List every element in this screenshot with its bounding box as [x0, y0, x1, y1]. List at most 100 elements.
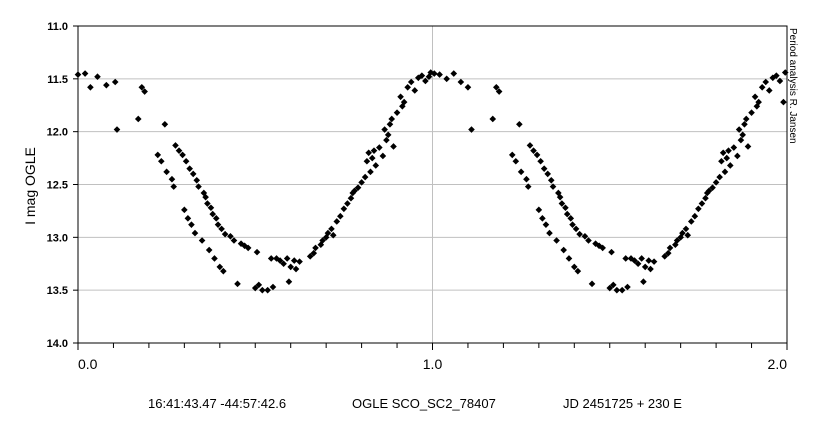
data-point [418, 72, 426, 79]
data-point [134, 115, 142, 123]
data-point [361, 173, 369, 181]
data-point [347, 194, 355, 202]
data-points [74, 69, 789, 294]
data-point [741, 120, 748, 128]
data-point [376, 144, 383, 151]
data-point [698, 200, 706, 207]
data-point [253, 248, 261, 256]
data-point [193, 176, 201, 184]
x-tick-label: 1.0 [423, 356, 443, 372]
data-point [354, 184, 362, 191]
data-point [388, 115, 396, 123]
data-point [400, 98, 408, 106]
data-point [94, 73, 101, 81]
data-point [422, 77, 429, 85]
data-point [679, 229, 686, 237]
y-tick-label: 11.5 [47, 74, 68, 86]
x-tick-labels: 0.0 1.0 2.0 [78, 356, 787, 372]
data-point [563, 210, 571, 218]
data-point [773, 72, 780, 79]
data-point [358, 179, 365, 186]
data-point [721, 168, 729, 176]
data-point [244, 244, 252, 252]
data-point [285, 278, 293, 286]
data-point [163, 168, 170, 176]
data-point [87, 83, 94, 91]
data-point [337, 212, 344, 220]
data-point [251, 284, 259, 292]
data-point [216, 263, 224, 271]
data-point [319, 237, 326, 244]
data-point [622, 255, 630, 262]
x-tick-label: 2.0 [768, 356, 788, 372]
data-point [181, 206, 188, 214]
data-point [436, 71, 443, 78]
data-point [349, 189, 357, 197]
data-point [397, 93, 404, 101]
data-point [168, 175, 176, 183]
data-point [572, 225, 580, 233]
data-point [296, 258, 303, 265]
data-point [553, 237, 560, 244]
data-point [154, 151, 162, 159]
data-point [103, 81, 110, 89]
data-point [74, 71, 82, 78]
data-point [425, 73, 433, 81]
data-point [691, 212, 699, 220]
data-point [464, 83, 472, 91]
data-point [744, 143, 752, 150]
data-point [517, 168, 525, 176]
data-point [560, 246, 567, 254]
data-point [546, 229, 553, 237]
data-point [328, 225, 335, 233]
data-point [609, 281, 617, 289]
data-point [574, 267, 582, 275]
data-point [390, 143, 397, 150]
data-point [393, 109, 401, 116]
data-point [276, 257, 284, 264]
data-point [81, 70, 89, 77]
data-point [195, 183, 202, 190]
data-point [537, 157, 544, 165]
data-point [186, 165, 193, 172]
data-point [322, 234, 330, 241]
data-point [755, 98, 762, 106]
data-point [661, 253, 668, 260]
data-point [381, 126, 388, 133]
data-point [581, 232, 589, 240]
data-point [493, 83, 500, 91]
data-point [457, 78, 465, 86]
data-point [751, 93, 759, 101]
data-point [495, 88, 503, 95]
grid-lines [78, 26, 787, 343]
data-point [526, 142, 534, 149]
data-point [370, 147, 378, 154]
data-point [198, 237, 206, 244]
data-point [161, 120, 169, 128]
data-point [780, 98, 787, 106]
data-point [191, 229, 199, 237]
data-point [489, 115, 497, 123]
data-point [310, 249, 318, 257]
data-point [306, 253, 314, 260]
y-tick-label: 13.0 [47, 232, 68, 244]
data-point [280, 260, 287, 268]
data-point [641, 263, 649, 271]
footer-ephemeris: JD 2451725 + 230 E [563, 396, 682, 411]
data-point [624, 283, 631, 291]
data-point [718, 157, 725, 165]
footer-coordinates: 16:41:43.47 -44:57:42.6 [148, 396, 287, 411]
data-point [549, 183, 557, 190]
y-tick-labels: 11.0 11.5 12.0 12.5 13.0 13.5 14.0 [47, 21, 68, 350]
data-point [540, 165, 548, 172]
data-point [227, 232, 234, 240]
period-analysis-credit: Period analysis R. Jansen [787, 28, 798, 144]
data-point [739, 131, 746, 139]
data-point [312, 244, 319, 252]
y-tick-label: 12.0 [47, 127, 68, 139]
data-point [508, 151, 516, 159]
data-point [638, 255, 645, 262]
data-point [673, 237, 681, 244]
data-point [204, 200, 211, 207]
